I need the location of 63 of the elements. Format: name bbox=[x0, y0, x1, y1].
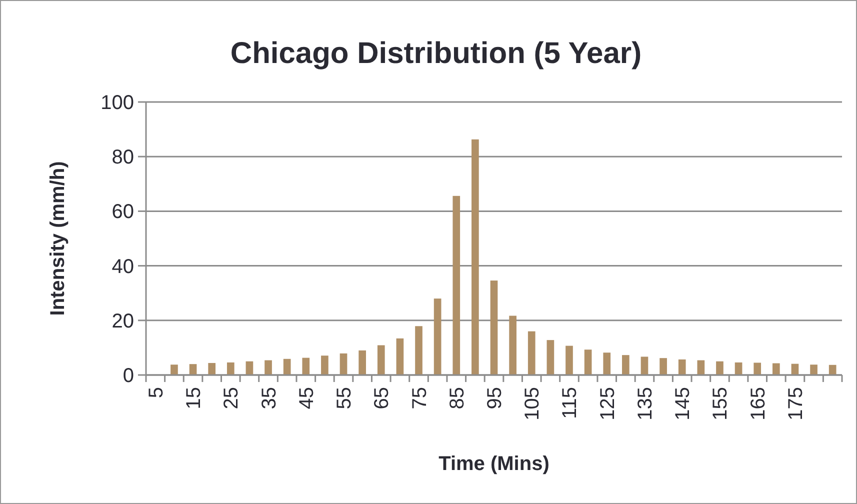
bar bbox=[828, 364, 836, 375]
bar bbox=[472, 139, 479, 375]
bar bbox=[340, 353, 348, 375]
bar bbox=[791, 364, 799, 375]
bar bbox=[377, 345, 385, 375]
bar bbox=[415, 326, 422, 375]
bar bbox=[810, 364, 818, 375]
y-tick-label: 100 bbox=[100, 92, 134, 114]
x-tick-label: 145 bbox=[672, 387, 694, 420]
bar bbox=[452, 196, 460, 375]
x-tick-label: 105 bbox=[522, 387, 544, 420]
bar bbox=[509, 316, 516, 375]
y-axis-title: Intensity (mm/h) bbox=[47, 161, 69, 316]
x-tick-label: 75 bbox=[408, 387, 431, 410]
y-tick-label: 0 bbox=[122, 365, 134, 387]
x-tick-label: 5 bbox=[145, 387, 168, 398]
bar bbox=[754, 362, 762, 375]
bar bbox=[358, 350, 366, 375]
x-tick-label: 135 bbox=[634, 387, 656, 420]
x-tick-label: 125 bbox=[596, 387, 619, 420]
bar bbox=[584, 350, 592, 375]
bar bbox=[546, 340, 554, 375]
bar bbox=[189, 364, 197, 375]
bar bbox=[622, 355, 630, 375]
y-tick-label: 80 bbox=[112, 146, 134, 169]
bar bbox=[283, 358, 291, 375]
x-tick-label: 85 bbox=[446, 387, 468, 410]
x-tick-label: 15 bbox=[183, 387, 206, 410]
y-tick-label: 40 bbox=[112, 256, 134, 278]
bar bbox=[603, 352, 611, 375]
bar bbox=[302, 358, 310, 375]
y-tick-label: 20 bbox=[112, 310, 134, 332]
bar bbox=[566, 346, 573, 375]
x-tick-label: 35 bbox=[258, 387, 280, 410]
bar bbox=[208, 362, 216, 375]
bar bbox=[170, 364, 178, 375]
bar bbox=[528, 331, 536, 375]
x-axis-title: Time (Mins) bbox=[438, 453, 550, 475]
bar bbox=[640, 356, 648, 375]
bar bbox=[697, 360, 705, 375]
x-tick-label: 25 bbox=[220, 387, 243, 410]
bar bbox=[490, 280, 498, 375]
bar bbox=[396, 338, 404, 375]
chart-title: Chicago Distribution (5 Year) bbox=[230, 37, 642, 70]
bar bbox=[678, 359, 686, 375]
bar bbox=[321, 356, 328, 375]
bar bbox=[660, 358, 667, 375]
bar bbox=[226, 362, 234, 375]
bar bbox=[772, 363, 780, 375]
bar bbox=[246, 361, 254, 375]
x-tick-label: 115 bbox=[559, 387, 582, 419]
y-tick-label: 60 bbox=[112, 201, 134, 224]
x-tick-label: 55 bbox=[334, 387, 356, 410]
x-tick-label: 155 bbox=[710, 387, 732, 420]
x-tick-label: 175 bbox=[784, 387, 807, 420]
bar bbox=[434, 298, 442, 375]
x-tick-label: 65 bbox=[371, 387, 394, 410]
bar bbox=[716, 361, 724, 375]
bar bbox=[264, 360, 272, 375]
bar bbox=[734, 362, 742, 375]
x-tick-label: 45 bbox=[296, 387, 318, 410]
x-tick-label: 165 bbox=[747, 387, 770, 420]
x-tick-label: 95 bbox=[484, 387, 506, 410]
